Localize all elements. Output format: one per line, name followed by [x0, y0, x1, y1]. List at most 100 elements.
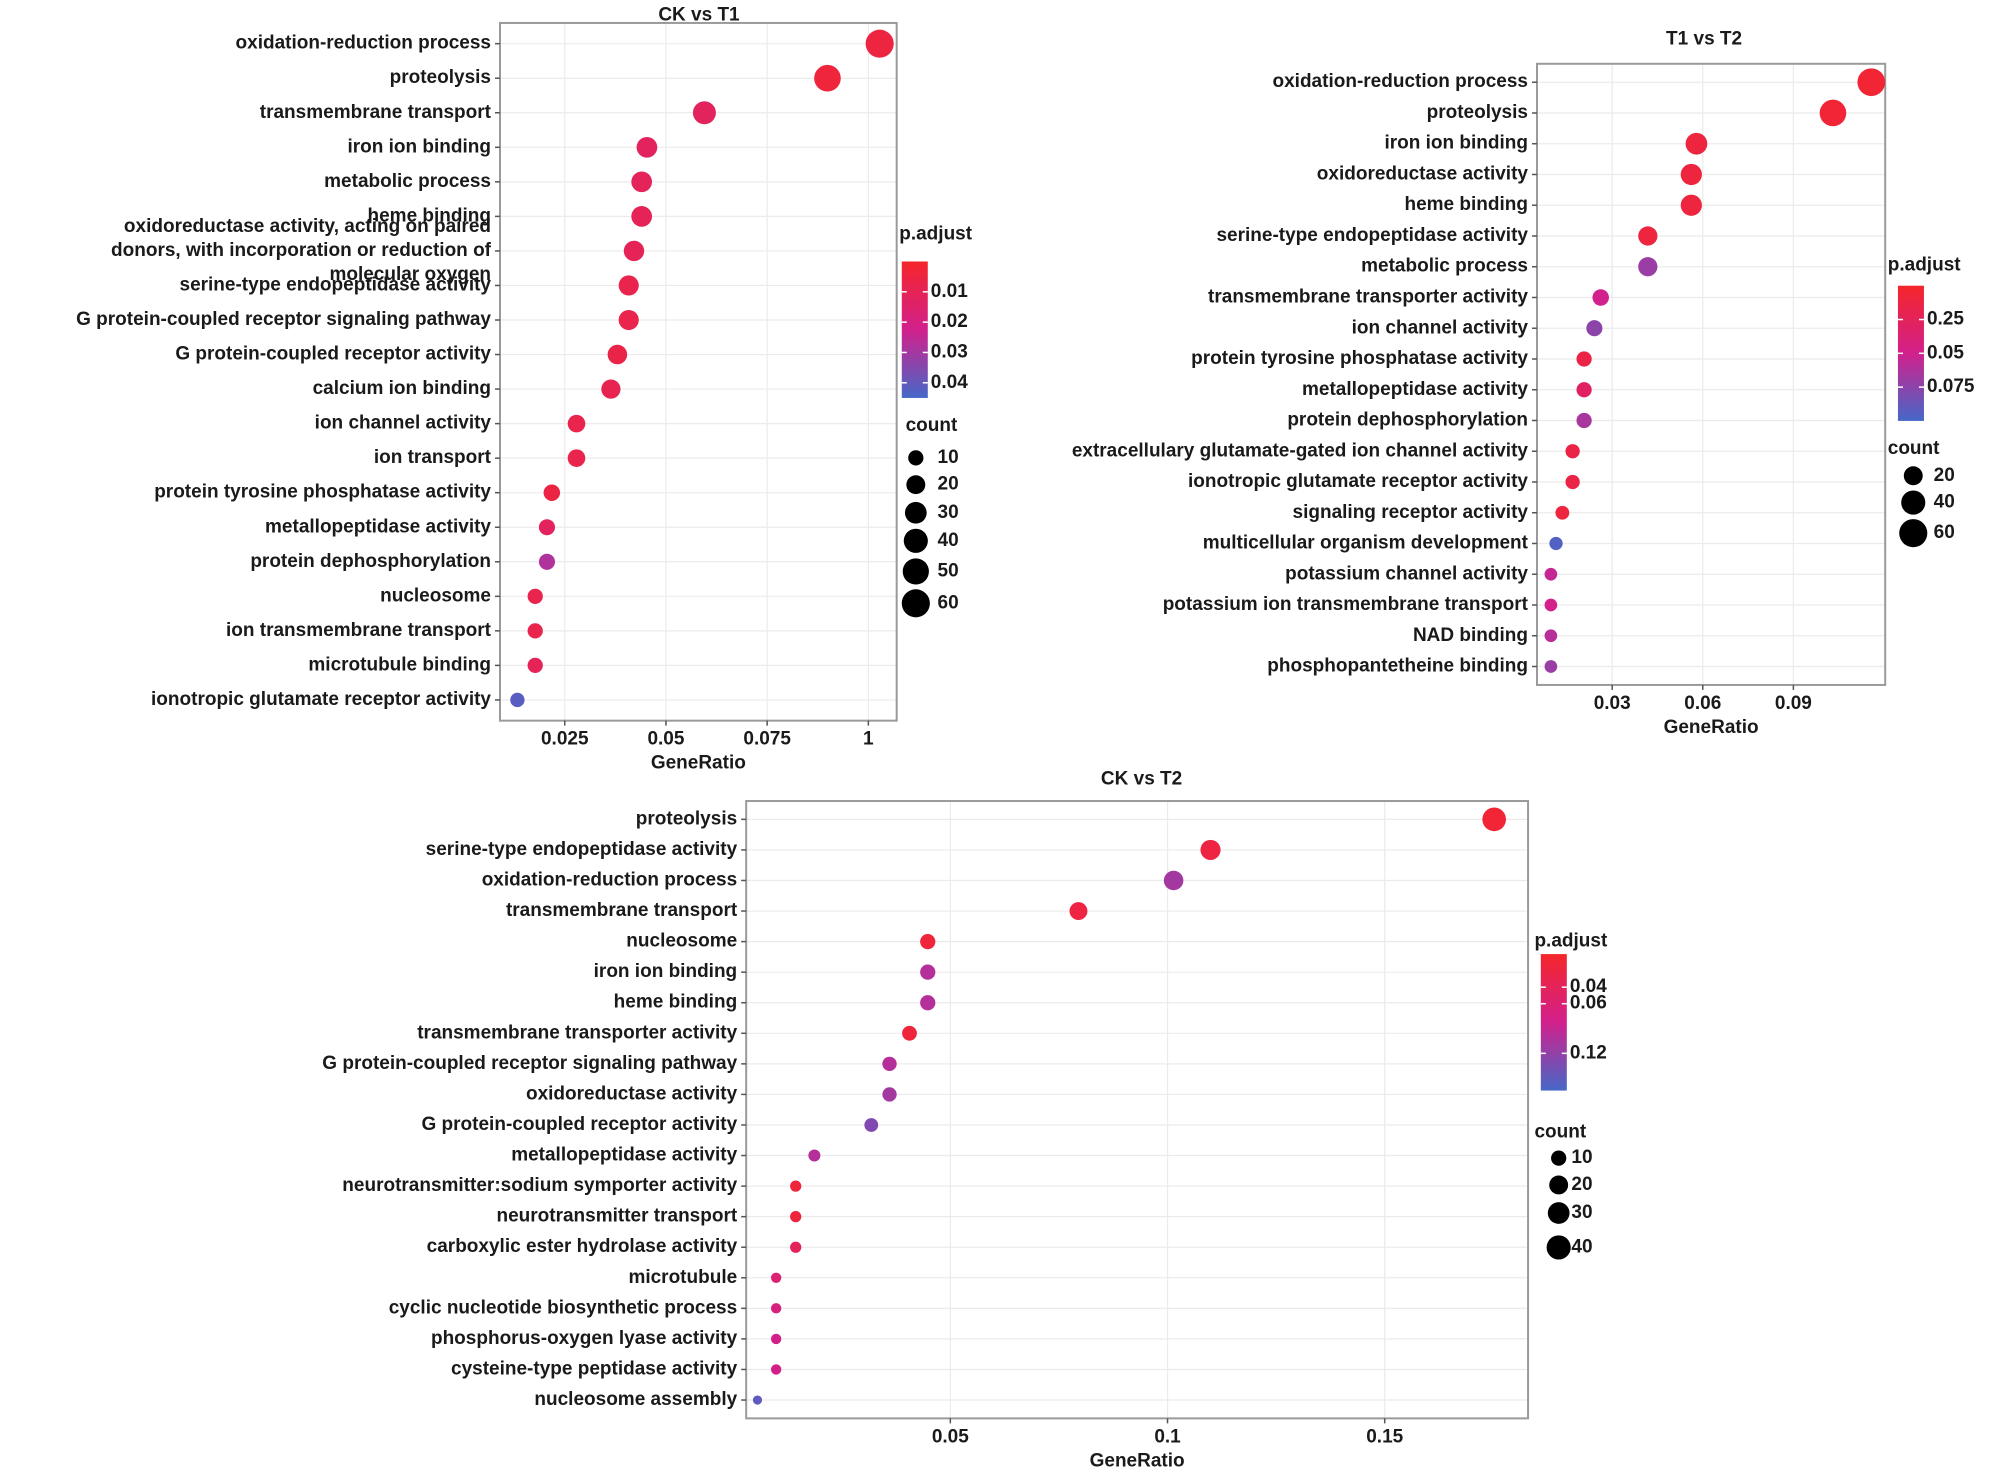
x-tick-label: 0.05 — [932, 1426, 969, 1447]
dot — [1857, 68, 1886, 97]
x-tick-label: 0.025 — [541, 729, 589, 750]
size-key — [902, 558, 929, 585]
y-tick-label: heme binding — [368, 205, 492, 226]
dot — [631, 206, 653, 227]
dot — [770, 1364, 782, 1375]
dot — [1576, 351, 1592, 367]
chart-title: T1 vs T2 — [1666, 29, 1742, 50]
y-tick-label: ion transport — [374, 447, 492, 468]
size-key-label: 30 — [938, 502, 959, 523]
size-key — [1546, 1235, 1571, 1260]
color-tick-label: 0.06 — [1570, 993, 1607, 1014]
dot — [692, 101, 716, 125]
y-tick-label: neurotransmitter transport — [496, 1206, 737, 1227]
y-tick-label: oxidoreductase activity — [1317, 163, 1529, 184]
dot — [1819, 99, 1847, 127]
x-axis-label: GeneRatio — [1090, 1450, 1185, 1471]
dot — [543, 484, 561, 501]
size-legend-title: count — [1888, 438, 1940, 459]
size-key-label: 60 — [1934, 522, 1955, 543]
y-tick-label: oxidoreductase activity, acting on paire… — [111, 216, 492, 285]
panel: CK vs T1 GeneRatio 0.025 0.05 0.075 1 oxidatio… — [76, 4, 973, 773]
plot-background — [500, 22, 897, 721]
dot — [1555, 505, 1570, 520]
y-tick-label: proteolysis — [1427, 102, 1528, 123]
size-key — [1899, 519, 1928, 548]
dot — [770, 1272, 782, 1283]
size-key-label: 50 — [938, 560, 959, 581]
y-tick-label: ion transmembrane transport — [226, 620, 492, 641]
dot — [752, 1395, 763, 1405]
color-legend-title: p.adjust — [899, 224, 973, 245]
color-tick-label: 0.05 — [1927, 342, 1964, 363]
y-tick-label: nucleosome — [380, 585, 491, 606]
y-tick-label: neurotransmitter:sodium symporter activi… — [342, 1175, 737, 1196]
y-tick-label: proteolysis — [636, 808, 737, 829]
y-tick-label: cysteine-type peptidase activity — [451, 1358, 738, 1379]
panel: T1 vs T2 GeneRatio 0.03 0.06 0.09 oxidation-r… — [1072, 29, 1975, 738]
y-tick-label: cyclic nucleotide biosynthetic process — [389, 1297, 737, 1318]
dot — [1565, 444, 1580, 459]
dot — [1200, 839, 1221, 860]
x-tick-label: 0.05 — [647, 729, 684, 750]
size-key — [903, 528, 928, 553]
color-tick-label: 0.02 — [931, 311, 968, 332]
color-tick-label: 0.03 — [931, 341, 968, 362]
x-tick-label: 0.1 — [1154, 1426, 1181, 1447]
plot-border — [1535, 62, 1887, 686]
dot — [1549, 536, 1563, 551]
x-tick-label: 0.03 — [1594, 693, 1631, 714]
y-tick-label: carboxylic ester hydrolase activity — [427, 1236, 738, 1257]
y-tick-label: G protein-coupled receptor signaling pat… — [76, 309, 491, 330]
dot — [1685, 132, 1708, 155]
color-tick-label: 0.04 — [1570, 976, 1607, 997]
dot — [510, 692, 525, 708]
dot — [902, 1025, 917, 1041]
dot — [920, 933, 936, 950]
plot-background — [746, 801, 1529, 1419]
size-key-label: 20 — [938, 474, 959, 495]
dot — [618, 275, 639, 296]
y-tick-label: protein tyrosine phosphatase activity — [1191, 348, 1528, 369]
y-tick-label: nucleosome assembly — [534, 1389, 737, 1410]
y-tick-label: oxidation-reduction process — [482, 869, 737, 890]
dot — [790, 1241, 802, 1253]
dot — [618, 309, 639, 331]
dot — [538, 519, 556, 536]
dot — [865, 29, 894, 58]
dot — [770, 1333, 782, 1345]
x-tick-label: 0.09 — [1775, 693, 1812, 714]
chart-title: CK vs T2 — [1101, 768, 1182, 789]
size-legend-title: count — [1534, 1122, 1586, 1143]
y-tick-label: extracellulary glutamate-gated ion chann… — [1072, 440, 1529, 461]
size-key — [1551, 1150, 1567, 1166]
x-tick-label: 1 — [863, 729, 874, 750]
y-tick-label: ionotropic glutamate receptor activity — [151, 689, 491, 710]
y-tick-label: transmembrane transporter activity — [1208, 286, 1528, 307]
color-legend-title: p.adjust — [1534, 930, 1608, 951]
y-tick-label: oxidation-reduction process — [236, 33, 491, 54]
size-key — [904, 501, 927, 524]
dot — [808, 1149, 821, 1162]
y-tick-label: serine-type endopeptidase activity — [1216, 225, 1528, 246]
y-tick-label: potassium channel activity — [1285, 563, 1528, 584]
dot — [636, 136, 658, 158]
y-tick-label: ion channel activity — [1352, 317, 1529, 338]
panel: CK vs T2 GeneRatio 0.05 0.1 0.15 proteolysis s… — [322, 768, 1608, 1471]
dot — [527, 623, 543, 639]
y-tick-label: microtubule binding — [308, 654, 491, 675]
dot — [790, 1180, 802, 1192]
y-tick-label: NAD binding — [1413, 625, 1528, 646]
y-tick-label: signaling receptor activity — [1293, 502, 1529, 523]
color-tick-label: 0.075 — [1927, 376, 1975, 397]
y-tick-label: metallopeptidase activity — [511, 1145, 737, 1166]
dot — [1576, 382, 1592, 398]
dot — [1544, 598, 1558, 612]
plot-border — [745, 800, 1530, 1420]
y-tick-label: phosphopantetheine binding — [1267, 656, 1528, 677]
dot — [882, 1087, 897, 1102]
x-tick-label: 0.06 — [1684, 693, 1721, 714]
color-legend-title: p.adjust — [1888, 254, 1962, 275]
size-key-label: 60 — [938, 592, 959, 613]
